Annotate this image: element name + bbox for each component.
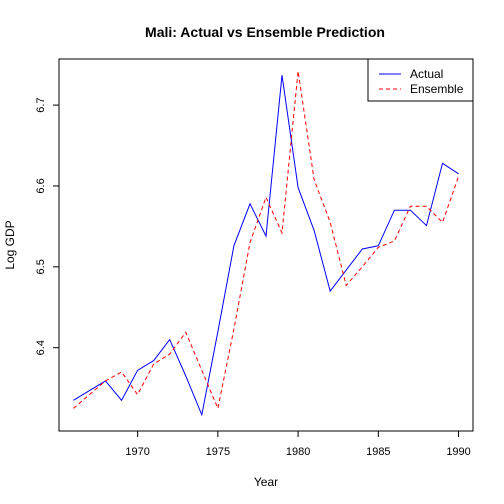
legend-actual-label: Actual bbox=[410, 67, 443, 81]
series-line-ensemble bbox=[73, 71, 460, 411]
y-tick-label: 6.4 bbox=[35, 340, 47, 355]
y-tick-label: 6.7 bbox=[35, 97, 47, 112]
y-tick-label: 6.6 bbox=[35, 178, 47, 193]
series-line-actual bbox=[73, 75, 459, 417]
y-axis-label: Log GDP bbox=[3, 220, 17, 269]
x-axis-label: Year bbox=[254, 475, 278, 489]
chart-title: Mali: Actual vs Ensemble Prediction bbox=[145, 24, 385, 40]
x-axis: 1970 1975 1980 1985 1990 bbox=[125, 431, 471, 458]
plot-frame bbox=[58, 58, 474, 432]
x-tick-label: 1975 bbox=[206, 446, 230, 458]
legend: Actual Ensemble bbox=[367, 58, 474, 102]
x-tick-label: 1970 bbox=[125, 446, 149, 458]
x-tick-label: 1985 bbox=[366, 446, 390, 458]
y-axis: 6.4 6.5 6.6 6.7 bbox=[35, 97, 59, 355]
legend-box bbox=[367, 58, 474, 102]
x-tick-label: 1990 bbox=[446, 446, 470, 458]
legend-ensemble-label: Ensemble bbox=[410, 82, 464, 96]
y-tick-label: 6.5 bbox=[35, 259, 47, 274]
x-tick-label: 1980 bbox=[286, 446, 310, 458]
series-layer bbox=[73, 71, 460, 417]
